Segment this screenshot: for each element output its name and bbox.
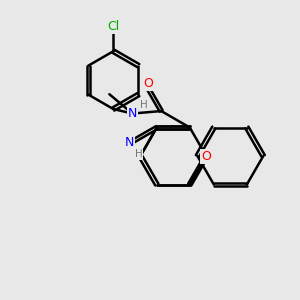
Text: H: H <box>140 100 148 110</box>
Text: N: N <box>128 107 137 120</box>
Text: O: O <box>143 77 153 90</box>
Text: Cl: Cl <box>107 20 119 33</box>
Text: O: O <box>201 149 211 163</box>
Text: H: H <box>135 149 142 159</box>
Text: N: N <box>124 136 134 149</box>
